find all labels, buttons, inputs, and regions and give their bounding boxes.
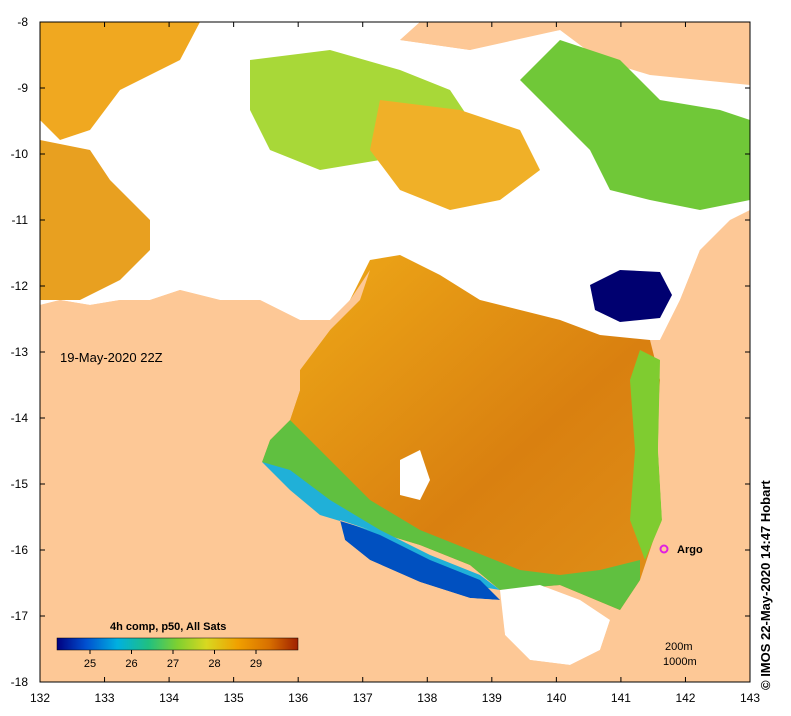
x-tick-label: 140 xyxy=(546,691,566,705)
x-tick-label: 141 xyxy=(611,691,631,705)
y-tick-label: -14 xyxy=(11,411,29,425)
land-cape-york xyxy=(650,210,750,682)
y-tick-label: -15 xyxy=(11,477,29,491)
y-tick-label: -8 xyxy=(17,15,28,29)
axis-ticks xyxy=(39,21,751,683)
gulf-east-green xyxy=(630,350,662,560)
argo-label: Argo xyxy=(677,544,703,556)
x-axis-labels: 132 133 134 135 136 137 138 139 140 141 142 143 xyxy=(30,691,760,705)
legend-tick-label: 27 xyxy=(167,658,179,670)
y-tick-label: -9 xyxy=(17,81,28,95)
legend-ticks: 25 26 27 28 29 xyxy=(84,650,262,670)
argo-float-marker xyxy=(659,544,669,554)
contour-label-1000m: 1000m xyxy=(663,656,697,668)
x-tick-label: 137 xyxy=(353,691,373,705)
land-new-guinea xyxy=(400,22,750,85)
x-tick-label: 135 xyxy=(224,691,244,705)
map-layers xyxy=(40,22,750,682)
sst-patch-cold-ne xyxy=(590,270,672,322)
legend-tick-label: 26 xyxy=(125,658,137,670)
gulf-cloud-south xyxy=(500,585,610,665)
x-tick-label: 133 xyxy=(95,691,115,705)
y-tick-label: -17 xyxy=(11,609,29,623)
sst-patch-ne-green xyxy=(520,40,750,210)
y-tick-label: -12 xyxy=(11,279,29,293)
land-arnhem xyxy=(40,270,660,682)
sst-patch-north-orange xyxy=(370,100,540,210)
x-tick-label: 142 xyxy=(675,691,695,705)
legend-colorbar xyxy=(56,637,299,651)
y-tick-label: -13 xyxy=(11,345,29,359)
imos-credit-text: © IMOS 22-May-2020 14:47 Hobart xyxy=(758,480,773,690)
x-tick-label: 138 xyxy=(417,691,437,705)
gulf-sw-cyan xyxy=(262,462,500,590)
y-tick-label: -18 xyxy=(11,675,29,689)
gulf-sw-blue xyxy=(340,520,500,600)
x-tick-label: 139 xyxy=(482,691,502,705)
contour-label-200m: 200m xyxy=(665,641,693,653)
y-tick-label: -16 xyxy=(11,543,29,557)
legend-tick-label: 25 xyxy=(84,658,96,670)
timestamp-label: 19-May-2020 22Z xyxy=(60,350,163,365)
gulf-cloud-mid xyxy=(400,450,430,500)
x-tick-label: 134 xyxy=(159,691,179,705)
x-tick-label: 132 xyxy=(30,691,50,705)
sst-patch-nw xyxy=(40,22,200,140)
legend-tick-label: 28 xyxy=(208,658,220,670)
legend-tick-label: 29 xyxy=(250,658,262,670)
y-axis-labels: -8 -9 -10 -11 -12 -13 -14 -15 -16 -17 -18 xyxy=(11,15,29,689)
sst-patch-w xyxy=(40,140,150,300)
legend-title: 4h comp, p50, All Sats xyxy=(110,621,226,633)
y-tick-label: -10 xyxy=(11,147,29,161)
y-tick-label: -11 xyxy=(12,213,29,227)
x-tick-label: 136 xyxy=(288,691,308,705)
x-tick-label: 143 xyxy=(740,691,760,705)
